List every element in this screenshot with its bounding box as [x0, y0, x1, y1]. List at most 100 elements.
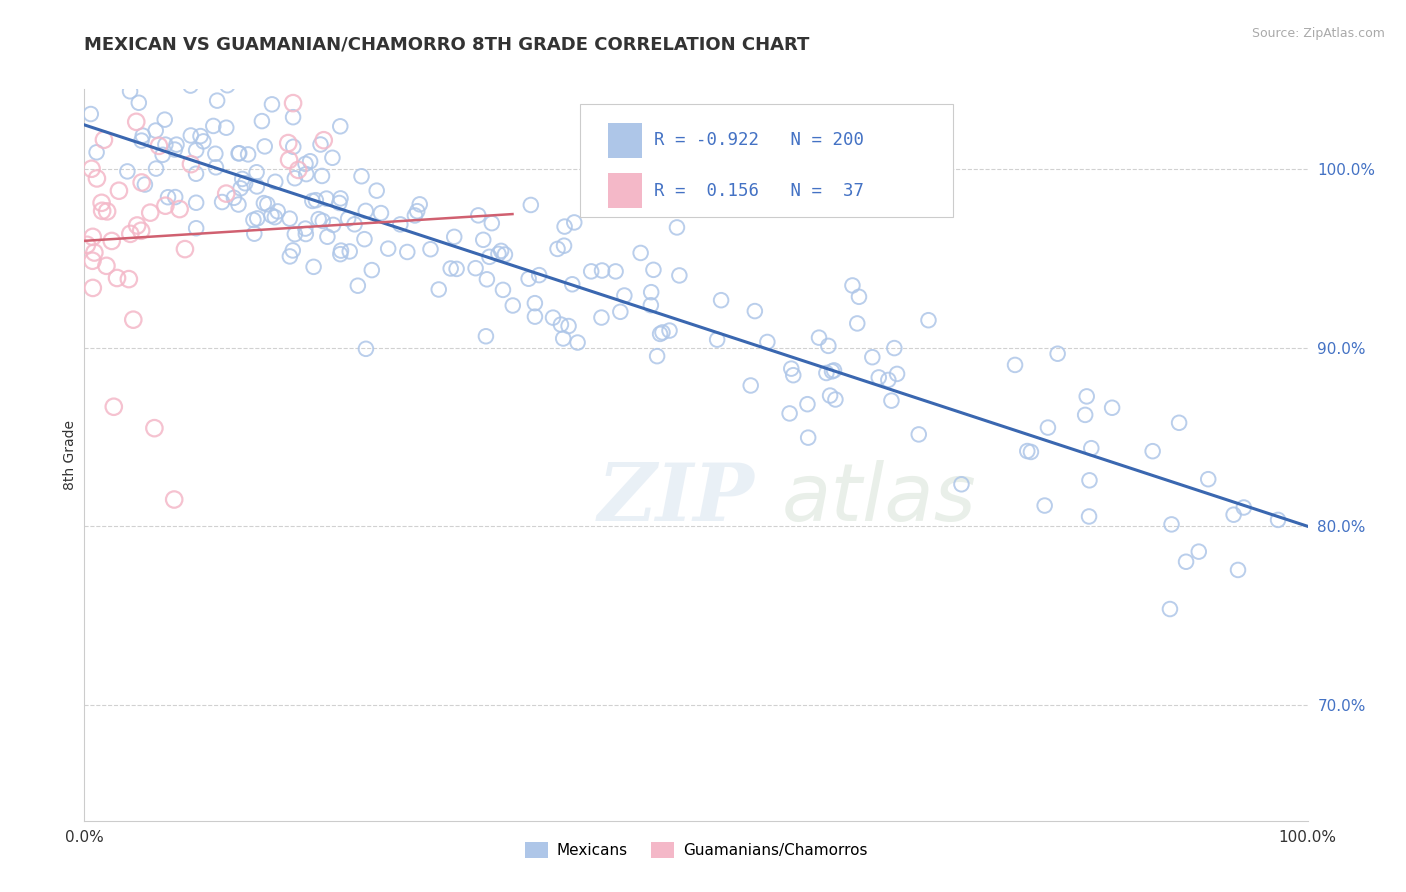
Point — [139, 205, 162, 219]
Point — [229, 181, 252, 195]
Point — [312, 214, 335, 228]
Point — [82, 253, 104, 268]
Point — [1168, 416, 1191, 430]
Point — [523, 296, 546, 310]
Point — [557, 319, 579, 334]
Text: atlas: atlas — [782, 459, 976, 538]
Point — [184, 143, 207, 157]
Point — [329, 120, 352, 134]
Point — [80, 161, 103, 176]
Point — [868, 370, 890, 384]
Point — [579, 264, 602, 278]
Point — [260, 208, 283, 222]
Point — [643, 262, 665, 277]
Point — [267, 204, 290, 219]
Point — [243, 227, 266, 241]
Point — [278, 211, 301, 226]
Point — [245, 165, 267, 179]
Point — [231, 172, 253, 186]
Point — [782, 368, 804, 383]
Point — [163, 143, 186, 157]
Point — [287, 162, 309, 177]
Point — [350, 169, 373, 184]
Point — [817, 339, 839, 353]
Point — [278, 153, 301, 167]
Point — [567, 335, 589, 350]
Point — [330, 244, 353, 258]
Point — [118, 272, 141, 286]
Point — [609, 305, 631, 319]
Point — [281, 244, 304, 258]
Point — [353, 232, 375, 246]
Point — [668, 268, 690, 283]
Point — [446, 261, 468, 276]
Point — [917, 313, 939, 327]
Point — [148, 138, 170, 153]
Point — [880, 393, 903, 408]
Point — [316, 229, 339, 244]
Point — [489, 244, 512, 258]
Point — [366, 184, 388, 198]
Point — [105, 271, 128, 285]
Point — [284, 171, 307, 186]
Point — [91, 203, 114, 218]
Point — [163, 492, 186, 507]
Point — [744, 304, 766, 318]
Point — [443, 230, 465, 244]
FancyBboxPatch shape — [607, 123, 643, 158]
Point — [815, 366, 838, 380]
Point — [155, 199, 177, 213]
Point — [665, 220, 688, 235]
Point — [131, 134, 153, 148]
Point — [481, 216, 503, 230]
Point — [90, 195, 112, 210]
Point — [478, 250, 501, 264]
Point — [260, 97, 283, 112]
Point — [311, 169, 333, 183]
Point — [186, 195, 208, 210]
Point — [242, 213, 264, 227]
Point — [315, 192, 337, 206]
Point — [180, 128, 202, 143]
Point — [360, 263, 382, 277]
Point — [1101, 401, 1123, 415]
Point — [193, 134, 215, 148]
Point — [756, 334, 779, 349]
Point — [134, 178, 156, 192]
Point — [877, 373, 900, 387]
Point — [494, 247, 516, 261]
Point — [120, 84, 142, 98]
Point — [250, 114, 273, 128]
Point — [100, 234, 122, 248]
Point — [108, 184, 131, 198]
Point — [1233, 500, 1256, 515]
Point — [82, 281, 104, 295]
Point — [228, 146, 250, 161]
Point — [180, 157, 202, 171]
Point — [841, 278, 863, 293]
Point — [553, 331, 575, 345]
Point — [309, 137, 332, 152]
Point — [796, 397, 818, 411]
Point — [1080, 441, 1102, 455]
Point — [278, 249, 301, 263]
Point — [1175, 555, 1198, 569]
Point — [396, 244, 419, 259]
Point — [645, 349, 668, 363]
Point — [406, 204, 429, 219]
Point — [184, 167, 207, 181]
Point — [256, 197, 278, 211]
Point — [312, 133, 335, 147]
Point — [186, 221, 208, 235]
Point — [1078, 509, 1101, 524]
Point — [883, 341, 905, 355]
Point — [122, 312, 145, 326]
Point — [321, 151, 343, 165]
Point — [205, 161, 228, 175]
Point — [294, 157, 316, 171]
Point — [263, 210, 285, 224]
Point — [492, 283, 515, 297]
Point — [824, 392, 846, 407]
Point — [283, 140, 305, 154]
Point — [132, 128, 155, 143]
